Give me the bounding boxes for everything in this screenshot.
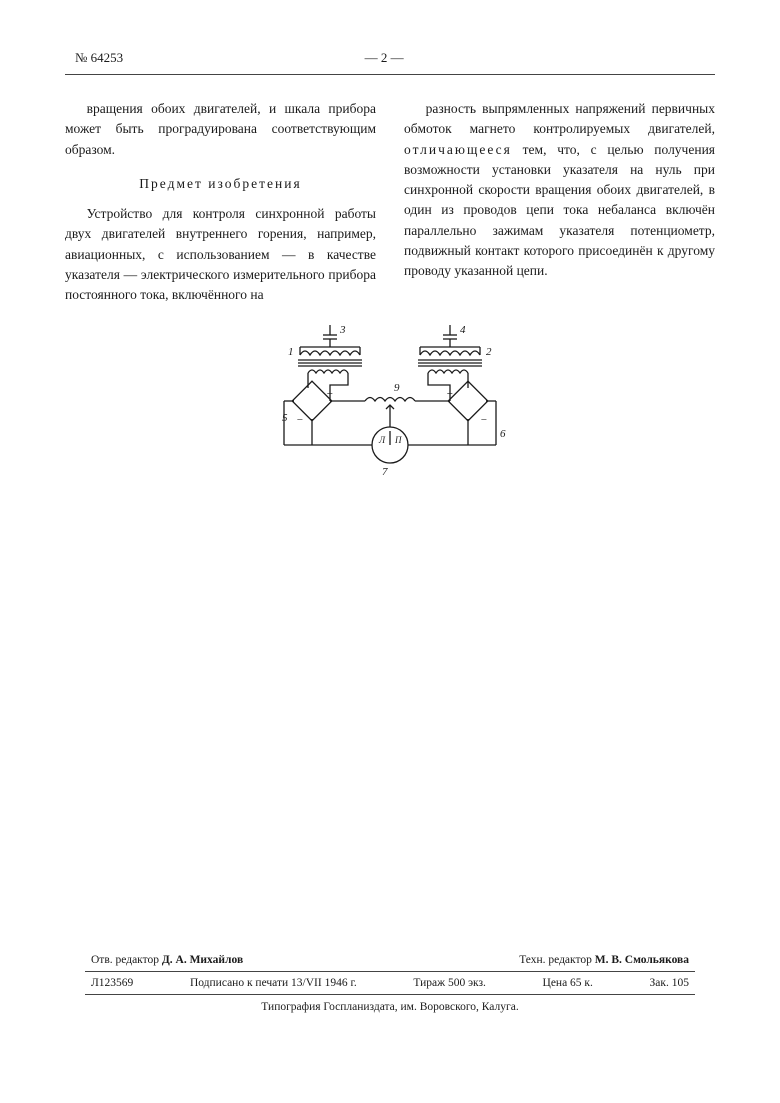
label-6: 6	[500, 428, 506, 440]
footer-rule-2	[85, 994, 695, 995]
right-transformer-icon	[418, 325, 482, 383]
svg-text:+: +	[326, 388, 333, 400]
left-transformer-icon	[298, 325, 362, 383]
footer-typography: Типография Госпланиздата, им. Воровского…	[85, 997, 695, 1013]
label-7: 7	[382, 466, 388, 478]
left-para-1: вращения обоих двигателей, и шкала прибо…	[65, 99, 376, 160]
label-1: 1	[288, 346, 294, 358]
right-para-1a: разность выпрямленных напряжений первичн…	[404, 101, 715, 136]
editor-tech: Техн. редактор М. В. Смольякова	[519, 954, 689, 966]
header-rule	[65, 74, 715, 75]
left-bridge-icon	[284, 381, 348, 445]
editor-tech-label: Техн. редактор	[519, 954, 595, 966]
footer-code: Л123569	[91, 977, 133, 989]
label-5: 5	[282, 412, 288, 424]
doc-number: № 64253	[75, 50, 123, 66]
gauge-left: Л	[378, 435, 386, 445]
svg-text:+: +	[446, 388, 453, 400]
footer-order: Зак. 105	[650, 977, 689, 989]
right-column: разность выпрямленных напряжений первичн…	[404, 99, 715, 305]
right-para-1: разность выпрямленных напряжений первичн…	[404, 99, 715, 281]
footer-date: Подписано к печати 13/VII 1946 г.	[190, 977, 357, 989]
svg-text:−: −	[296, 414, 303, 426]
footer-editors: Отв. редактор Д. А. Михайлов Техн. редак…	[85, 954, 695, 969]
footer-tirazh: Тираж 500 экз.	[413, 977, 485, 989]
editor-resp: Отв. редактор Д. А. Михайлов	[91, 954, 243, 966]
potentiometer-icon	[365, 398, 415, 418]
right-para-1b: тем, что, с целью получения возможности …	[404, 142, 715, 279]
editor-tech-name: М. В. Смольякова	[595, 954, 689, 966]
label-9: 9	[394, 382, 400, 394]
editor-resp-label: Отв. редактор	[91, 954, 162, 966]
text-columns: вращения обоих двигателей, и шкала прибо…	[65, 99, 715, 305]
label-2: 2	[486, 346, 492, 358]
footer-rule-1	[85, 971, 695, 972]
left-para-2: Устройство для контроля синхронной работ…	[65, 204, 376, 305]
page-number: — 2 —	[365, 50, 404, 66]
right-para-1-spaced: отличающееся	[404, 142, 512, 157]
page-footer: Отв. редактор Д. А. Михайлов Техн. редак…	[85, 954, 695, 1013]
left-column: вращения обоих двигателей, и шкала прибо…	[65, 99, 376, 305]
footer-price: Цена 65 к.	[543, 977, 593, 989]
label-3: 3	[339, 325, 346, 336]
editor-resp-name: Д. А. Михайлов	[162, 954, 243, 966]
gauge-right: П	[394, 435, 402, 445]
svg-text:−: −	[480, 414, 487, 426]
circuit-diagram: − + + − 1 2 3 4 5 6 7 9 Л П	[260, 325, 520, 480]
footer-imprint: Л123569 Подписано к печати 13/VII 1946 г…	[85, 974, 695, 992]
label-4: 4	[460, 325, 466, 336]
gauge-icon	[372, 427, 408, 463]
page-header: № 64253 — 2 —	[65, 50, 715, 66]
section-title: Предмет изобретения	[65, 174, 376, 194]
